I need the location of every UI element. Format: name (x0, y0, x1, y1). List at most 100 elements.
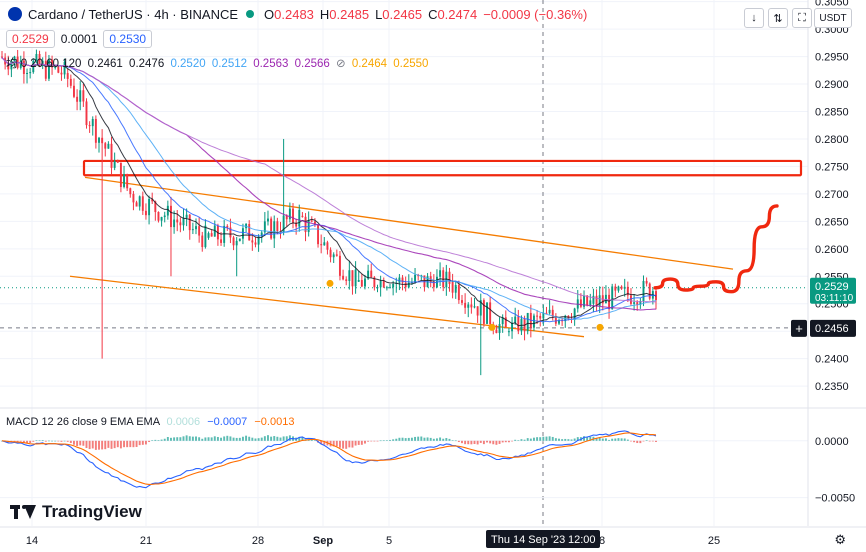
macd-histogram-bar (398, 437, 401, 441)
candle-body (326, 242, 329, 250)
candle-body (448, 271, 451, 284)
fullscreen-icon[interactable]: ⛶ (792, 8, 812, 28)
macd-histogram-bar (542, 436, 545, 441)
macd-histogram-bar (558, 438, 560, 441)
candle-body (338, 255, 341, 276)
macd-histogram-bar (395, 438, 398, 441)
macd-histogram-bar (620, 438, 623, 441)
candle-body (454, 285, 457, 293)
candle-body (110, 143, 113, 168)
macd-histogram-bar (370, 440, 373, 442)
macd-histogram-bar (73, 440, 75, 445)
macd-histogram-bar (576, 437, 579, 441)
macd-line (1, 430, 657, 489)
candle-body (470, 304, 473, 308)
candle-body (60, 72, 63, 75)
macd-histogram-bar (323, 440, 326, 445)
swap-icon[interactable]: ⇅ (768, 8, 788, 28)
candle-body (586, 295, 589, 306)
macd-histogram-bar (254, 438, 257, 441)
arrow-down-icon[interactable]: ↓ (744, 8, 764, 28)
macd-legend[interactable]: MACD 12 26 close 9 EMA EMA 0.0006 −0.000… (6, 416, 294, 428)
macd-histogram-bar (104, 440, 107, 450)
x-tick-label: 21 (140, 535, 152, 547)
macd-histogram-bar (38, 440, 41, 442)
y-tick-label: 0.2400 (815, 354, 849, 366)
macd-histogram-bar (154, 439, 157, 441)
candle-body (191, 229, 194, 231)
x-tick-label: Sep (313, 535, 333, 547)
candle-body (639, 300, 642, 305)
macd-histogram-bar (608, 439, 611, 441)
macd-histogram-bar (617, 438, 620, 441)
macd-histogram-bar (636, 440, 639, 444)
candle-body (76, 96, 79, 102)
candle-body (220, 239, 223, 243)
candle-body (135, 202, 138, 207)
currency-button[interactable]: USDT (814, 8, 852, 28)
macd-histogram-bar (198, 437, 201, 441)
macd-histogram-bar (163, 438, 166, 441)
candle-body (457, 285, 460, 301)
candle-body (10, 61, 13, 70)
candle-body (407, 282, 410, 288)
ma-legend[interactable]: 均 0 20 60 120 0.2461 0.2476 0.2520 0.251… (6, 55, 428, 71)
macd-histogram-bar (567, 439, 570, 441)
macd-histogram-bar (539, 437, 542, 441)
macd-histogram-bar (129, 440, 132, 448)
macd-histogram-bar (423, 437, 426, 441)
candle-body (301, 215, 304, 217)
settings-gear-icon[interactable]: ⚙ (834, 532, 846, 547)
candle-body (476, 306, 479, 316)
sell-price-button[interactable]: 0.2529 (6, 30, 55, 48)
high-label: H (319, 6, 330, 22)
candle-body (285, 215, 288, 220)
macd-histogram-bar (107, 440, 110, 448)
candle-body (442, 270, 445, 288)
candle-body (392, 283, 395, 288)
macd-histogram-bar (60, 440, 63, 442)
macd-histogram-bar (573, 438, 576, 441)
drawings (653, 204, 779, 294)
moving-average-line (1, 57, 657, 311)
candle-body (382, 280, 385, 288)
macd-histogram-bar (554, 438, 557, 441)
candle-body (464, 302, 467, 308)
macd-histogram-bar (270, 436, 273, 441)
macd-histogram-bar (648, 440, 651, 442)
candle-body (583, 295, 585, 307)
macd-histogram-bar (589, 436, 592, 441)
candle-body (389, 287, 391, 289)
macd-histogram-bar (63, 440, 66, 442)
candle-body (185, 214, 188, 218)
symbol-title[interactable]: Cardano / TetherUS · 4h · BINANCE (28, 6, 239, 22)
macd-histogram-bar (639, 440, 642, 444)
candle-body (198, 226, 201, 236)
macd-histogram-bar (54, 440, 57, 442)
macd-histogram-bar (151, 440, 154, 441)
buy-price-button[interactable]: 0.2530 (103, 30, 153, 48)
ma-value: 0.2520 (170, 58, 206, 70)
candle-body (373, 277, 376, 288)
candle-body (176, 219, 179, 223)
macd-histogram-value: 0.0006 (166, 416, 201, 428)
candle-body (329, 249, 332, 258)
candle-body (617, 286, 620, 291)
y-tick-label: 0.2700 (815, 189, 849, 201)
candle-body (642, 280, 645, 301)
candle-body (138, 196, 141, 207)
candle-body (69, 78, 72, 86)
macd-histogram-bar (476, 440, 479, 445)
hidden-eye-icon[interactable]: ⊘ (336, 58, 346, 70)
add-alert-button[interactable] (791, 319, 807, 337)
candle-body (73, 85, 75, 97)
macd-histogram-bar (570, 439, 573, 441)
last-price-tag (810, 277, 856, 304)
macd-histogram-bar (176, 437, 179, 441)
macd-histogram-bar (407, 437, 410, 441)
macd-histogram-bar (630, 440, 632, 442)
macd-histogram-bar (276, 436, 279, 441)
candle-body (94, 118, 97, 143)
candle-body (526, 312, 529, 332)
